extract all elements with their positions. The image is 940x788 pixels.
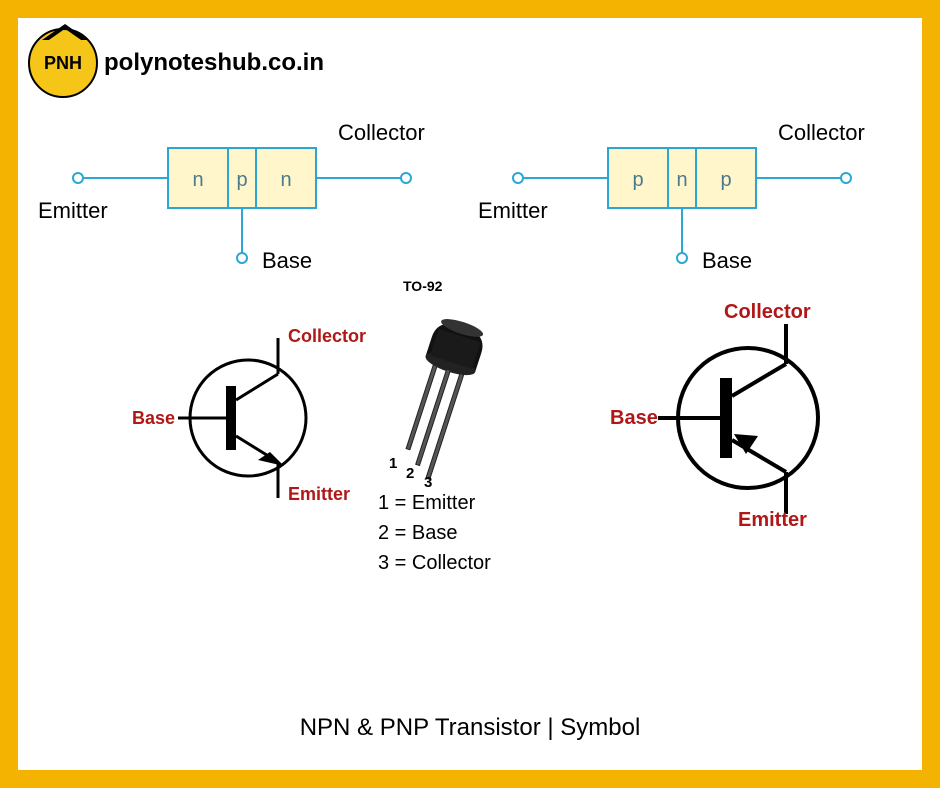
npn-symbol: Collector Base Emitter [132, 326, 366, 504]
header: PNH polynoteshub.co.in [28, 28, 324, 98]
npn-region-2: n [280, 169, 291, 191]
diagram-frame: PNH polynoteshub.co.in n p n [0, 0, 940, 788]
npn-collector-label: Collector [338, 120, 425, 145]
npn-symbol-collector: Collector [288, 326, 366, 346]
pnp-emitter-label: Emitter [478, 198, 548, 223]
pnp-base-label: Base [702, 248, 752, 273]
npn-emitter-label: Emitter [38, 198, 108, 223]
diagram-svg: n p n Emitter Collector Base p [18, 108, 922, 668]
npn-symbol-emitter: Emitter [288, 484, 350, 504]
to92-package [390, 314, 489, 482]
legend-line-2: 2 = Base [378, 518, 491, 548]
pnp-region-1: n [676, 169, 687, 191]
pin-legend: 1 = Emitter 2 = Base 3 = Collector [378, 488, 491, 578]
npn-base-label: Base [262, 248, 312, 273]
diagram-title: NPN & PNP Transistor | Symbol [18, 714, 922, 742]
npn-symbol-base: Base [132, 408, 175, 428]
diagram-canvas: n p n Emitter Collector Base p [18, 108, 922, 668]
pnp-symbol-collector: Collector [724, 301, 811, 323]
legend-line-3: 3 = Collector [378, 548, 491, 578]
package-name: TO-92 [403, 278, 442, 294]
logo-text: PNH [44, 53, 82, 74]
pnp-block-diagram: p n p Emitter Collector Base [478, 120, 865, 273]
pnp-collector-label: Collector [778, 120, 865, 145]
site-url: polynoteshub.co.in [104, 49, 324, 77]
pnp-symbol: Collector Base Emitter [610, 301, 818, 531]
legend-line-1: 1 = Emitter [378, 488, 491, 518]
npn-region-1: p [236, 169, 247, 191]
npn-block-diagram: n p n Emitter Collector Base [38, 120, 425, 273]
npn-region-0: n [192, 169, 203, 191]
pnp-symbol-base: Base [610, 407, 658, 429]
pin-1-number: 1 [389, 455, 397, 472]
pin-2-number: 2 [406, 465, 414, 482]
logo-badge: PNH [28, 28, 98, 98]
pnp-region-2: p [720, 169, 731, 191]
pnp-region-0: p [632, 169, 643, 191]
pnp-symbol-emitter: Emitter [738, 509, 807, 531]
